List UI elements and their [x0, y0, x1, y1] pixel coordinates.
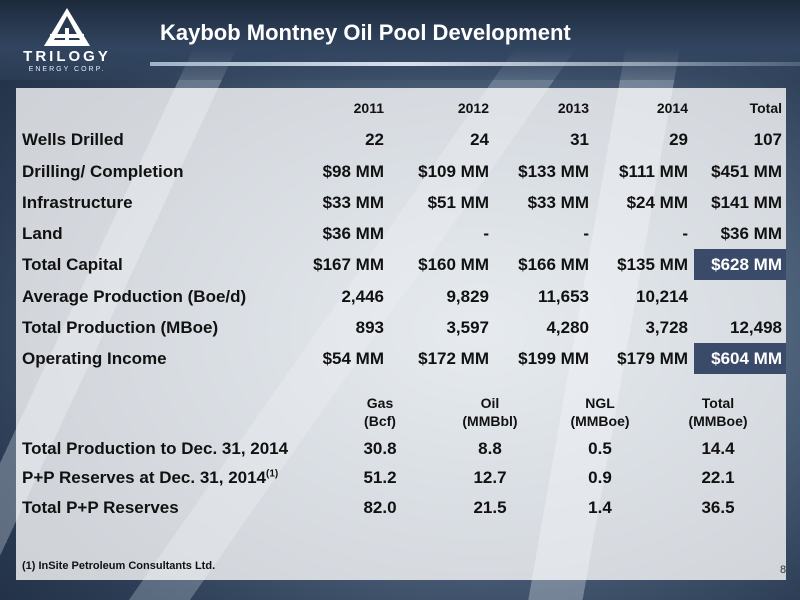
table-cell: 12,498 [730, 318, 782, 337]
content-panel [16, 88, 786, 580]
table-cell: 893 [355, 318, 384, 337]
row-label: Operating Income [22, 349, 167, 368]
table-cell: 12.7 [473, 468, 507, 487]
logo-subtitle: ENERGY CORP. [28, 66, 106, 73]
row-label-text: Total Production to Dec. 31, 2014 [22, 439, 289, 458]
table-cell: $24 MM [626, 193, 688, 212]
table-cell: $98 MM [322, 162, 384, 181]
column-header: 2013 [557, 100, 589, 116]
column-header: 2014 [656, 100, 688, 116]
logo-name: TRILOGY [23, 48, 111, 65]
table-cell: $604 MM [711, 349, 782, 368]
highlight-box [694, 249, 786, 280]
table-cell: 82.0 [363, 498, 397, 517]
table-cell: 2,446 [341, 287, 384, 306]
table-cell: 107 [753, 130, 782, 149]
row-label: Infrastructure [22, 193, 133, 212]
row-label: Average Production (Boe/d) [22, 287, 247, 306]
table-cell: 3,597 [446, 318, 489, 337]
table-cell: $172 MM [418, 349, 489, 368]
page-title: Kaybob Montney Oil Pool Development [160, 20, 571, 45]
table-cell: $133 MM [518, 162, 589, 181]
row-label: P+P Reserves at Dec. 31, 2014(1) [22, 468, 278, 488]
table-cell: 14.4 [701, 439, 735, 458]
table-cell: - [583, 224, 589, 243]
column-unit: (MMBbl) [462, 413, 518, 429]
table-cell: 0.5 [588, 439, 612, 458]
table-cell: $167 MM [313, 255, 384, 274]
table-cell: $51 MM [427, 193, 489, 212]
table-cell: $179 MM [617, 349, 688, 368]
column-header: Gas [366, 395, 394, 411]
footnote-marker: (1) [266, 468, 279, 480]
column-header: Total [701, 395, 735, 411]
table-cell: 36.5 [701, 498, 735, 517]
highlight-box [694, 343, 786, 374]
table-cell: 30.8 [363, 439, 397, 458]
column-unit: (MMBoe) [688, 413, 748, 429]
table-cell: 10,214 [636, 287, 688, 306]
row-label: Drilling/ Completion [22, 162, 184, 181]
company-logo: TRILOGY ENERGY CORP. [8, 6, 126, 74]
table-cell: 22.1 [701, 468, 735, 487]
table-cell: - [682, 224, 688, 243]
trilogy-mountain-icon [44, 8, 90, 46]
column-unit: (Bcf) [364, 413, 396, 429]
row-label: Total Production (MBoe) [22, 318, 219, 337]
table-cell: 31 [570, 130, 589, 149]
column-header: Total [749, 100, 782, 116]
table-cell: $451 MM [711, 162, 782, 181]
table-cell: 3,728 [645, 318, 688, 337]
row-label-text: P+P Reserves at Dec. 31, 2014 [22, 468, 267, 487]
table-cell: 51.2 [363, 468, 397, 487]
table-cell: 9,829 [446, 287, 489, 306]
column-header: 2011 [353, 100, 384, 116]
slide-header: TRILOGY ENERGY CORP. Kaybob Montney Oil … [0, 0, 800, 80]
column-header: NGL [585, 395, 615, 411]
table-cell: $166 MM [518, 255, 589, 274]
table-cell: 4,280 [546, 318, 589, 337]
table-cell: $36 MM [720, 224, 782, 243]
table-cell: 1.4 [588, 498, 612, 517]
table-cell: $199 MM [518, 349, 589, 368]
table-cell: $36 MM [322, 224, 384, 243]
row-label: Land [22, 224, 63, 243]
table-cell: 21.5 [473, 498, 507, 517]
table-cell: - [483, 224, 489, 243]
table-cell: 8.8 [478, 439, 502, 458]
table-cell: $135 MM [617, 255, 688, 274]
table-cell: 24 [470, 130, 489, 149]
row-label-text: Total P+P Reserves [22, 498, 179, 517]
table-cell: $109 MM [418, 162, 489, 181]
table-cell: 22 [365, 130, 384, 149]
table-cell: $111 MM [619, 162, 688, 181]
table-cell: $33 MM [527, 193, 589, 212]
table-cell: 11,653 [537, 287, 589, 306]
table-cell: 29 [669, 130, 688, 149]
column-header: Oil [480, 395, 500, 411]
table-cell: $33 MM [322, 193, 384, 212]
title-divider [150, 62, 800, 66]
table-cell: $54 MM [322, 349, 384, 368]
row-label: Total P+P Reserves [22, 498, 179, 518]
row-label: Total Capital [22, 255, 123, 274]
table-cell: 0.9 [588, 468, 612, 487]
row-label: Wells Drilled [22, 130, 124, 149]
column-unit: (MMBoe) [570, 413, 630, 429]
table-cell: $160 MM [418, 255, 489, 274]
row-label: Total Production to Dec. 31, 2014 [22, 439, 288, 459]
table-cell: $141 MM [711, 193, 782, 212]
page-number: 8 [780, 564, 787, 576]
column-header: 2012 [457, 100, 489, 116]
table-cell: $628 MM [711, 255, 782, 274]
footnote: (1) InSite Petroleum Consultants Ltd. [22, 560, 216, 572]
